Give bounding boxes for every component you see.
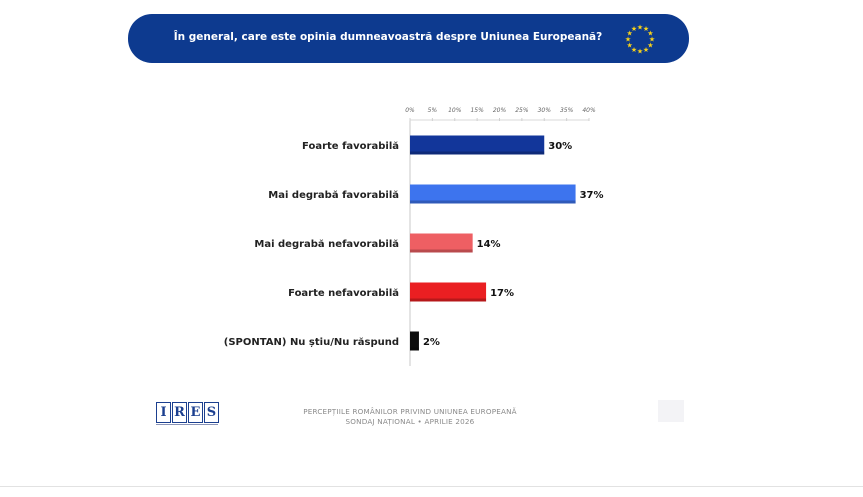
category-label: Foarte nefavorabilă [288, 288, 399, 299]
category-label: Foarte favorabilă [302, 141, 399, 152]
value-label: 37% [580, 190, 604, 201]
value-label: 17% [490, 288, 514, 299]
question-banner: În general, care este opinia dumneavoast… [128, 14, 689, 63]
bar [410, 135, 545, 155]
flag-star: ★ [631, 25, 637, 33]
logo-letter: E [188, 402, 203, 423]
x-tick-label: 40% [582, 107, 596, 114]
bar [410, 233, 473, 253]
logo-underline [156, 424, 218, 428]
x-tick-label: 10% [448, 107, 462, 114]
x-tick-label: 15% [470, 107, 484, 114]
faint-logo [658, 400, 684, 422]
flag-star: ★ [637, 24, 643, 32]
bar-shade [410, 200, 576, 204]
bar [410, 184, 576, 204]
x-tick-label: 5% [428, 107, 438, 114]
footer-caption: PERCEPȚIILE ROMÂNILOR PRIVIND UNIUNEA EU… [260, 407, 560, 427]
category-label: Mai degrabă nefavorabilă [254, 239, 399, 250]
bar-shade [410, 347, 419, 351]
flag-star: ★ [649, 36, 655, 44]
bar-chart: 0% 5% 10% 15% 20% 25% 30% 35% 40% Foarte favorab… [224, 107, 604, 366]
footer-line-1: PERCEPȚIILE ROMÂNILOR PRIVIND UNIUNEA EU… [303, 407, 517, 416]
flag-star: ★ [626, 42, 632, 50]
flag-star: ★ [637, 48, 643, 56]
ires-logo: I R E S [156, 402, 220, 423]
bar-shade [410, 298, 487, 302]
logo-letter: S [204, 402, 219, 423]
footer-line-2: SONDAJ NAȚIONAL • APRILIE 2026 [345, 417, 475, 426]
bar-shade [410, 249, 473, 253]
flag-star: ★ [625, 36, 631, 44]
question-title: În general, care este opinia dumneavoast… [173, 31, 603, 43]
x-tick-label: 0% [405, 107, 415, 114]
value-label: 30% [548, 141, 572, 152]
flag-star: ★ [647, 42, 653, 50]
bar [410, 282, 487, 302]
eu-flag-icon: ★ ★★★★★★★★★★★ [625, 24, 655, 56]
category-label: Mai degrabă favorabilă [268, 190, 399, 201]
value-label: 2% [423, 337, 440, 348]
flag-star: ★ [643, 46, 649, 54]
category-label: (SPONTAN) Nu știu/Nu răspund [224, 337, 399, 348]
logo-letter: R [172, 402, 187, 423]
flag-star: ★ [647, 30, 653, 38]
bar [410, 331, 419, 351]
logo-letter: I [156, 402, 171, 423]
x-tick-label: 20% [493, 107, 507, 114]
flag-star: ★ [626, 30, 632, 38]
x-tick-label: 30% [538, 107, 552, 114]
bar-shade [410, 151, 545, 155]
x-tick-label: 35% [560, 107, 574, 114]
x-tick-label: 25% [515, 107, 529, 114]
divider [0, 486, 863, 487]
flag-star: ★ [631, 46, 637, 54]
value-label: 14% [477, 239, 501, 250]
flag-star: ★ [643, 25, 649, 33]
